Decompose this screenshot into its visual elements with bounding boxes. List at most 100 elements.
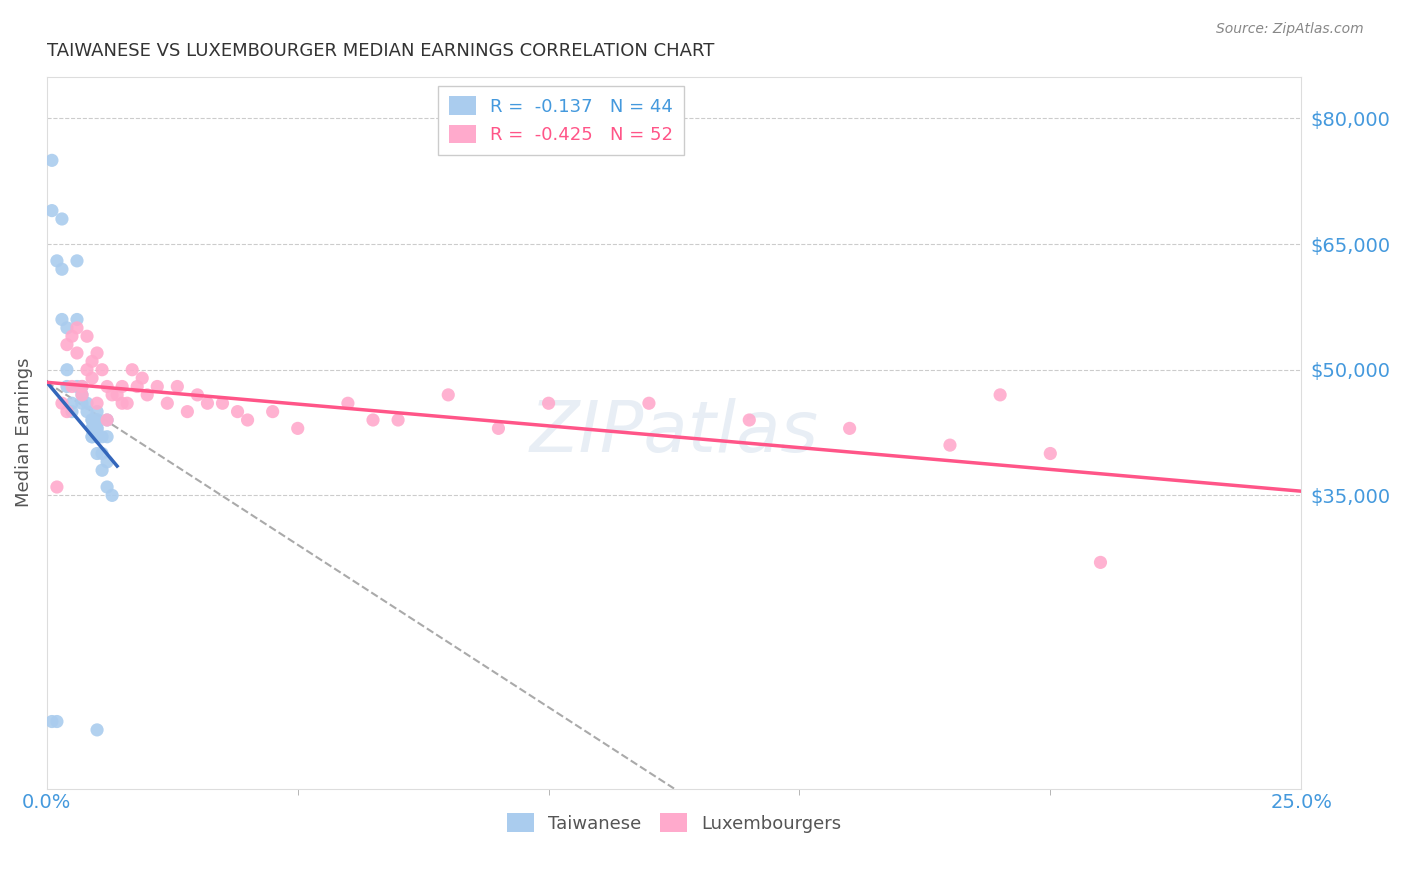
Point — [56, 404, 79, 418]
Point — [86, 404, 108, 418]
Point — [387, 413, 409, 427]
Point — [80, 371, 103, 385]
Point — [287, 421, 309, 435]
Point — [336, 396, 359, 410]
Point — [41, 153, 63, 168]
Point — [45, 480, 67, 494]
Point — [156, 396, 179, 410]
Point — [86, 446, 108, 460]
Point — [96, 413, 118, 427]
Point — [186, 388, 208, 402]
Point — [838, 421, 860, 435]
Point — [41, 203, 63, 218]
Point — [66, 346, 89, 360]
Point — [70, 379, 93, 393]
Point — [80, 430, 103, 444]
Point — [66, 321, 89, 335]
Point — [86, 396, 108, 410]
Point — [96, 430, 118, 444]
Point — [70, 396, 93, 410]
Point — [51, 312, 73, 326]
Point — [91, 463, 114, 477]
Point — [60, 404, 83, 418]
Point — [56, 337, 79, 351]
Point — [211, 396, 233, 410]
Point — [86, 430, 108, 444]
Point — [80, 430, 103, 444]
Point — [91, 430, 114, 444]
Point — [236, 413, 259, 427]
Point — [96, 455, 118, 469]
Point — [111, 379, 134, 393]
Point — [437, 388, 460, 402]
Point — [939, 438, 962, 452]
Point — [105, 388, 128, 402]
Point — [96, 379, 118, 393]
Point — [56, 379, 79, 393]
Point — [1090, 555, 1112, 569]
Point — [638, 396, 661, 410]
Point — [76, 396, 98, 410]
Point — [226, 404, 249, 418]
Point — [56, 321, 79, 335]
Point — [738, 413, 761, 427]
Point — [80, 421, 103, 435]
Point — [86, 421, 108, 435]
Point — [121, 363, 143, 377]
Point — [45, 714, 67, 729]
Point — [91, 446, 114, 460]
Point — [361, 413, 384, 427]
Point — [1039, 446, 1062, 460]
Point — [60, 329, 83, 343]
Point — [86, 346, 108, 360]
Point — [80, 413, 103, 427]
Point — [70, 388, 93, 402]
Point — [101, 488, 124, 502]
Point — [176, 404, 198, 418]
Point — [262, 404, 284, 418]
Point — [96, 480, 118, 494]
Point — [988, 388, 1011, 402]
Point — [66, 312, 89, 326]
Point — [86, 421, 108, 435]
Point — [101, 388, 124, 402]
Point — [111, 396, 134, 410]
Text: TAIWANESE VS LUXEMBOURGER MEDIAN EARNINGS CORRELATION CHART: TAIWANESE VS LUXEMBOURGER MEDIAN EARNING… — [46, 42, 714, 60]
Point — [60, 379, 83, 393]
Point — [41, 714, 63, 729]
Legend: Taiwanese, Luxembourgers: Taiwanese, Luxembourgers — [496, 803, 852, 844]
Point — [146, 379, 169, 393]
Point — [115, 396, 138, 410]
Text: Source: ZipAtlas.com: Source: ZipAtlas.com — [1216, 22, 1364, 37]
Point — [56, 363, 79, 377]
Point — [86, 413, 108, 427]
Y-axis label: Median Earnings: Median Earnings — [15, 358, 32, 508]
Point — [91, 363, 114, 377]
Point — [80, 354, 103, 368]
Point — [86, 430, 108, 444]
Point — [537, 396, 560, 410]
Point — [70, 379, 93, 393]
Point — [51, 211, 73, 226]
Point — [45, 253, 67, 268]
Point — [197, 396, 219, 410]
Point — [76, 404, 98, 418]
Text: ZIPatlas: ZIPatlas — [530, 398, 818, 467]
Point — [51, 396, 73, 410]
Point — [80, 413, 103, 427]
Point — [66, 253, 89, 268]
Point — [51, 262, 73, 277]
Point — [127, 379, 149, 393]
Point — [96, 413, 118, 427]
Point — [60, 396, 83, 410]
Point — [76, 329, 98, 343]
Point — [80, 421, 103, 435]
Point — [166, 379, 188, 393]
Point — [86, 723, 108, 737]
Point — [70, 388, 93, 402]
Point — [486, 421, 509, 435]
Point — [76, 363, 98, 377]
Point — [136, 388, 159, 402]
Point — [86, 413, 108, 427]
Point — [66, 379, 89, 393]
